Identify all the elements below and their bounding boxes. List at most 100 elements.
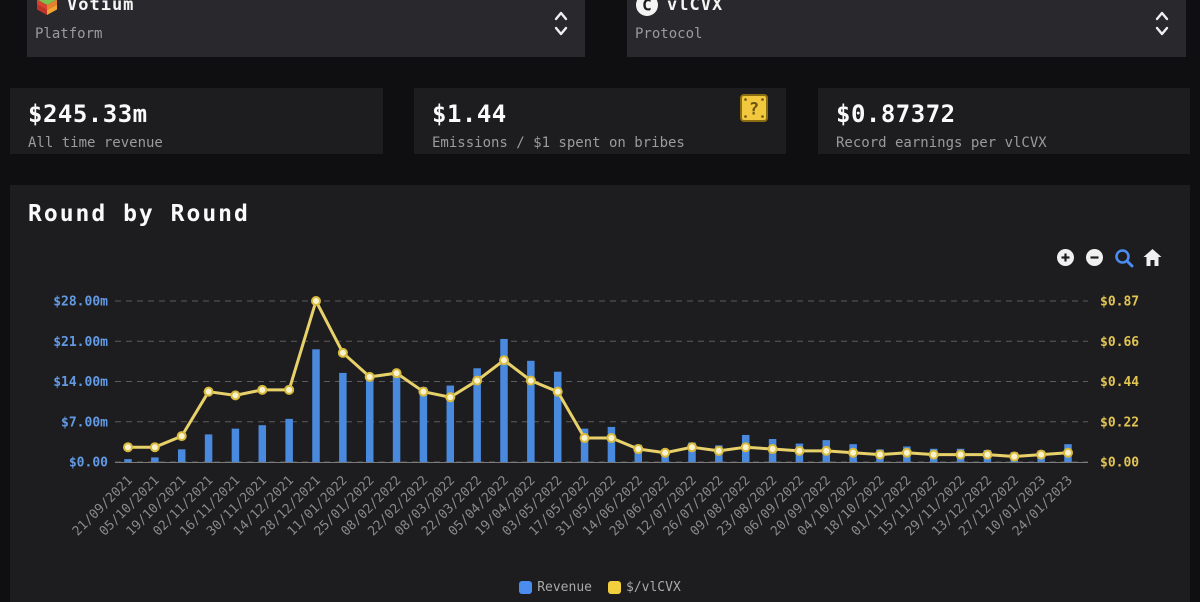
vlcvx-line-marker[interactable] <box>875 449 885 460</box>
votium-icon <box>35 0 59 17</box>
vlcvx-line-marker[interactable] <box>982 449 993 460</box>
revenue-bar[interactable] <box>231 428 240 462</box>
vlcvx-line-marker[interactable] <box>445 392 456 403</box>
vlcvx-line-marker[interactable] <box>821 445 832 456</box>
revenue-bar[interactable] <box>527 360 535 462</box>
emissions-per-dollar-value: $1.44 <box>432 100 507 128</box>
revenue-bar[interactable] <box>688 442 696 462</box>
all-time-revenue-label: All time revenue <box>28 135 163 151</box>
vlcvx-line-marker[interactable] <box>284 384 295 395</box>
legend-item[interactable]: $/vlCVX <box>608 580 681 595</box>
left-axis-tick-label: $28.00m <box>53 295 108 310</box>
revenue-bar[interactable] <box>177 449 186 462</box>
revenue-bar[interactable] <box>500 338 508 462</box>
right-axis-tick-label: $0.87 <box>1100 295 1139 310</box>
revenue-bar[interactable] <box>473 368 481 462</box>
vlcvx-line-marker[interactable] <box>1036 449 1047 460</box>
left-axis-tick-label: $14.00m <box>53 375 108 390</box>
vlcvx-line-marker[interactable] <box>472 375 483 386</box>
protocol-select-label: Protocol <box>635 26 703 42</box>
zoom-in-icon[interactable] <box>1056 248 1075 267</box>
zoom-out-icon[interactable] <box>1085 248 1104 267</box>
revenue-bar[interactable] <box>285 418 293 462</box>
vlcvx-line-marker[interactable] <box>767 444 778 455</box>
vlcvx-line <box>126 299 1070 458</box>
vlcvx-line-marker[interactable] <box>337 347 348 358</box>
vlcvx-line-marker[interactable] <box>418 386 429 397</box>
vlcvx-line-marker[interactable] <box>713 445 724 456</box>
platform-select-label: Platform <box>35 26 103 42</box>
vlcvx-line-marker[interactable] <box>955 449 966 460</box>
stat-card-record-earnings: $0.87372 Record earnings per vlCVX <box>818 88 1190 154</box>
revenue-bar[interactable] <box>151 457 159 462</box>
vlcvx-line-marker[interactable] <box>364 371 375 382</box>
chevron-up-down-icon <box>553 8 569 44</box>
vlcvx-line-marker[interactable] <box>176 431 187 442</box>
vlcvx-line-marker[interactable] <box>149 442 160 453</box>
platform-select[interactable]: Votium Platform <box>27 0 585 57</box>
vlcvx-line-marker[interactable] <box>1063 447 1073 458</box>
vlcvx-line-marker[interactable] <box>499 355 509 366</box>
vlcvx-line-marker[interactable] <box>552 386 563 397</box>
vlcvx-line-marker[interactable] <box>1009 451 1020 462</box>
revenue-bar[interactable] <box>580 428 589 462</box>
svg-text:C: C <box>642 0 652 15</box>
record-earnings-label: Record earnings per vlCVX <box>836 135 1047 151</box>
revenue-bar[interactable] <box>124 459 132 462</box>
protocol-select-value: vlCVX <box>667 0 724 15</box>
revenue-bar[interactable] <box>419 387 428 462</box>
right-axis-tick-label: $0.22 <box>1100 415 1139 430</box>
legend-marker <box>519 581 533 594</box>
vlcvx-line-marker[interactable] <box>311 296 321 306</box>
revenue-bar[interactable] <box>446 385 455 462</box>
stat-card-all-time-revenue: $245.33m All time revenue <box>10 88 383 154</box>
convex-vlcvx-icon: C <box>635 0 659 17</box>
vlcvx-line-marker[interactable] <box>123 442 133 453</box>
legend-label: $/vlCVX <box>626 580 681 595</box>
vlcvx-line-marker[interactable] <box>848 447 859 458</box>
chevron-up-down-icon <box>1154 8 1170 44</box>
revenue-bar[interactable] <box>204 434 213 462</box>
legend-marker <box>608 581 621 594</box>
revenue-bar[interactable] <box>258 425 267 462</box>
revenue-bar[interactable] <box>607 426 616 462</box>
right-axis-tick-label: $0.44 <box>1100 375 1139 390</box>
revenue-bar[interactable] <box>339 372 347 462</box>
platform-select-value: Votium <box>67 0 135 15</box>
protocol-select[interactable]: C vlCVX Protocol <box>627 0 1186 57</box>
question-block-icon[interactable]: ? <box>740 94 768 122</box>
all-time-revenue-value: $245.33m <box>28 100 148 128</box>
legend-label: Revenue <box>537 580 592 595</box>
right-axis-tick-label: $0.00 <box>1100 456 1139 471</box>
vlcvx-line-marker[interactable] <box>391 368 402 379</box>
chart-title: Round by Round <box>28 201 250 227</box>
vlcvx-line-marker[interactable] <box>740 442 751 453</box>
vlcvx-line-marker[interactable] <box>660 447 671 458</box>
emissions-per-dollar-label: Emissions / $1 spent on bribes <box>432 135 685 151</box>
vlcvx-line-marker[interactable] <box>579 432 590 443</box>
revenue-bar[interactable] <box>365 380 374 462</box>
revenue-bar[interactable] <box>392 372 401 462</box>
revenue-bar[interactable] <box>312 349 320 462</box>
vlcvx-line-marker[interactable] <box>633 444 644 455</box>
chart-legend: Revenue $/vlCVX <box>10 580 1190 595</box>
left-axis-tick-label: $21.00m <box>53 335 108 350</box>
stat-card-emissions-per-dollar: $1.44 Emissions / $1 spent on bribes ? <box>414 88 786 154</box>
legend-item[interactable]: Revenue <box>519 580 592 595</box>
vlcvx-line-marker[interactable] <box>928 449 939 460</box>
selection-zoom-icon[interactable] <box>1114 248 1134 268</box>
vlcvx-line-marker[interactable] <box>525 375 536 386</box>
vlcvx-line-marker[interactable] <box>257 384 268 395</box>
vlcvx-line-marker[interactable] <box>901 447 912 458</box>
home-icon[interactable] <box>1143 248 1162 267</box>
revenue-bar[interactable] <box>553 371 562 462</box>
left-axis-tick-label: $7.00m <box>61 415 108 430</box>
vlcvx-line-marker[interactable] <box>230 390 241 401</box>
vlcvx-line-marker[interactable] <box>606 432 617 443</box>
vlcvx-line-marker[interactable] <box>687 442 697 453</box>
round-by-round-chart[interactable]: $28.00m $0.87 $21.00m $0.66 $14.00m $0.44 $7.0… <box>10 185 1190 602</box>
right-axis-tick-label: $0.66 <box>1100 335 1139 350</box>
left-axis-tick-label: $0.00 <box>69 456 108 471</box>
vlcvx-line-marker[interactable] <box>203 386 214 397</box>
vlcvx-line-marker[interactable] <box>794 445 805 456</box>
